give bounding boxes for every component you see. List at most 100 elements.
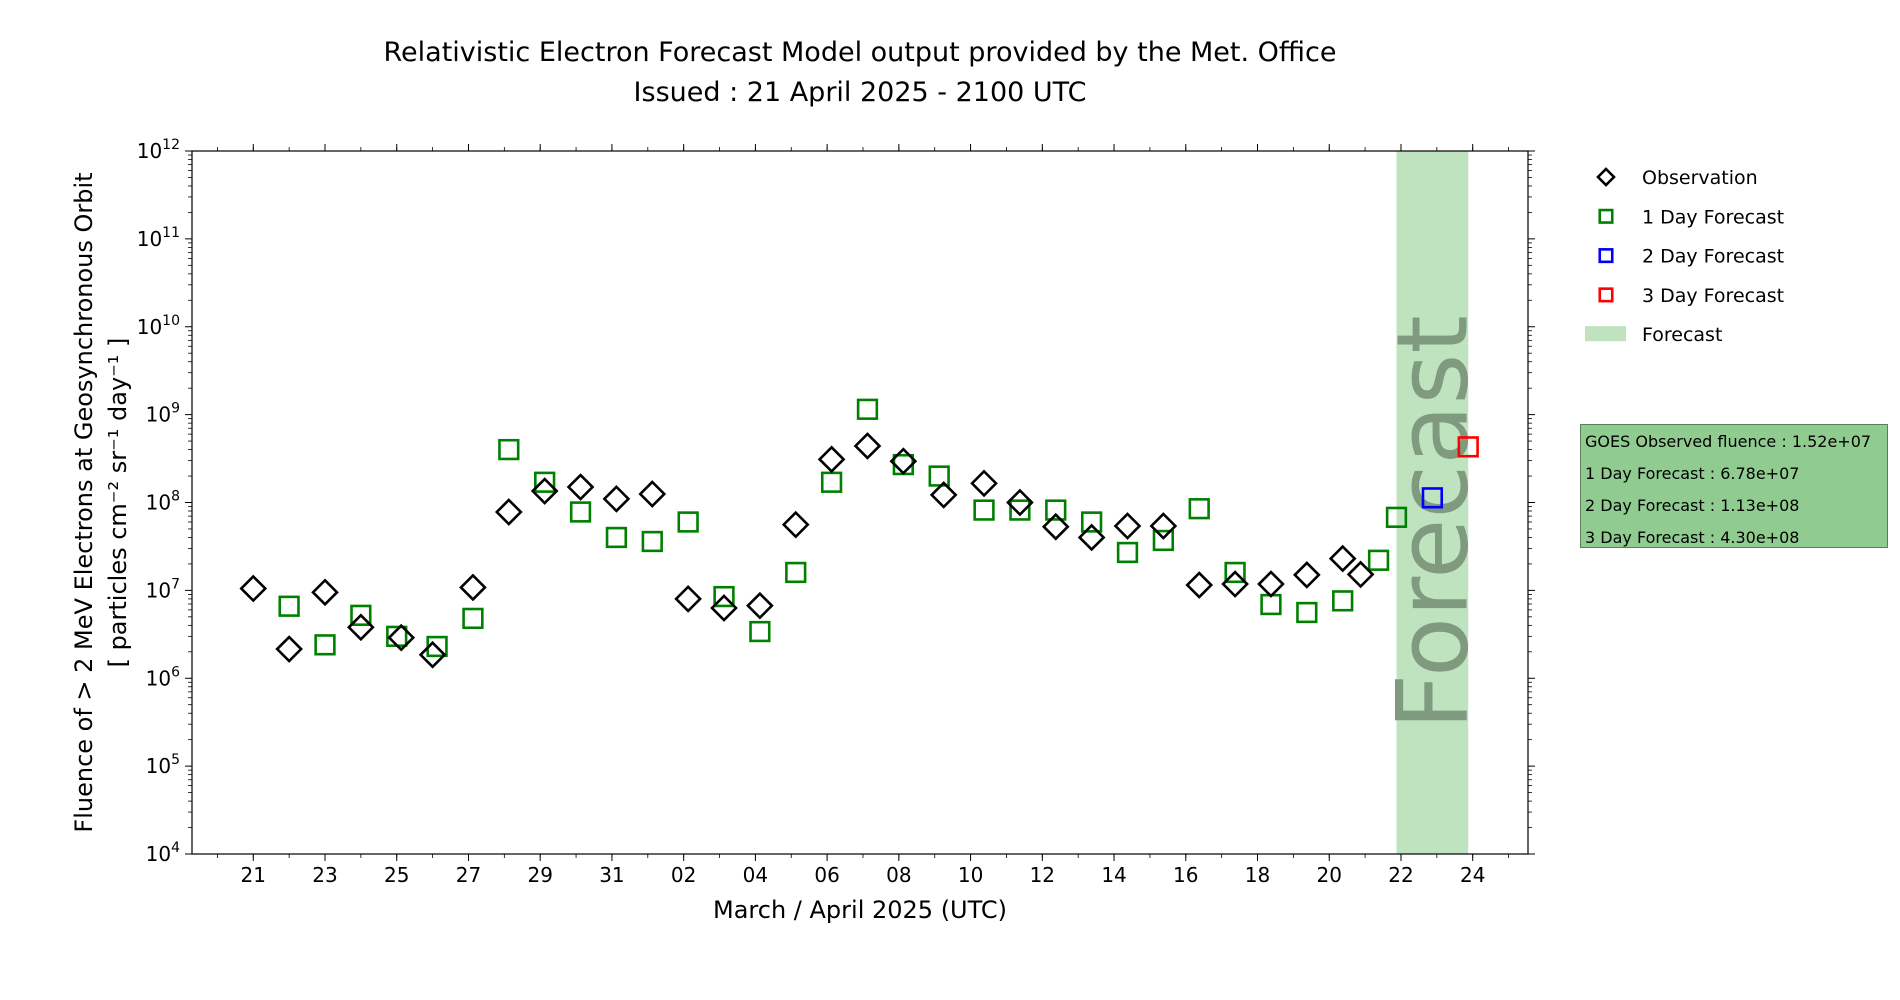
1-day-forecast-point	[713, 585, 735, 608]
x-tick-label: 27	[456, 863, 481, 887]
y-tick-label: 1010	[137, 313, 180, 339]
1-day-forecast-point	[498, 438, 520, 461]
legend-1-day-forecast-marker	[1598, 208, 1614, 224]
x-tick-label: 22	[1388, 863, 1413, 887]
1-day-forecast-point	[928, 465, 950, 487]
legend-observation-marker	[1596, 167, 1616, 187]
observation-point	[638, 480, 667, 508]
1-day-forecast-point	[605, 526, 628, 549]
observation-point	[494, 498, 523, 526]
1-day-forecast-point	[973, 499, 995, 521]
observation-point	[929, 481, 958, 509]
1-day-forecast-point	[569, 501, 592, 523]
x-tick-label: 06	[814, 863, 839, 887]
y-tick-label: 1012	[137, 137, 180, 163]
1-day-forecast-point	[856, 398, 879, 420]
legend-observation-label: Observation	[1642, 167, 1758, 189]
1-day-forecast-point	[641, 530, 663, 553]
y-tick-label: 105	[146, 752, 180, 778]
y-axis-label: Fluence of > 2 MeV Electrons at Geosynch…	[70, 172, 98, 832]
1-day-forecast-point	[1045, 499, 1067, 521]
observation-point	[1006, 488, 1034, 517]
observation-point	[1257, 570, 1285, 598]
1-day-forecast-point	[534, 471, 556, 493]
1-day-forecast-point	[749, 620, 771, 643]
x-tick-label: 16	[1173, 863, 1198, 887]
legend-forecast-label: Forecast	[1642, 324, 1722, 346]
observation-point	[239, 574, 268, 603]
1-day-forecast-point	[462, 607, 484, 630]
x-tick-label: 23	[312, 863, 337, 887]
1-day-forecast-point	[1080, 511, 1103, 533]
3-day-forecast-point	[1457, 436, 1479, 458]
x-tick-label: 14	[1101, 863, 1126, 887]
y-tick-label: 107	[146, 576, 180, 602]
data-markers	[239, 398, 1479, 669]
1-day-forecast-point	[1009, 499, 1031, 521]
observation-point	[1185, 571, 1214, 599]
1-day-forecast-point	[892, 453, 914, 476]
x-tick-label: 21	[241, 863, 266, 887]
1-day-forecast-point	[1260, 593, 1282, 616]
three-day-forecast-text: 3 Day Forecast : 4.30e+08	[1585, 528, 1800, 547]
1-day-forecast-point	[314, 634, 336, 656]
1-day-forecast-point	[820, 471, 843, 493]
x-tick-label: 20	[1317, 863, 1342, 887]
y-tick-label: 104	[146, 840, 180, 866]
x-tick-label: 25	[384, 863, 409, 887]
observation-point	[1346, 560, 1375, 589]
observation-point	[459, 573, 487, 602]
x-tick-label: 02	[671, 863, 696, 887]
observation-point	[1041, 512, 1070, 541]
forecast-band-label: Forecast	[1376, 315, 1490, 730]
1-day-forecast-point	[278, 595, 300, 617]
1-day-forecast-point	[1332, 590, 1354, 612]
observation-point	[530, 477, 559, 505]
x-tick-label: 04	[743, 863, 768, 887]
observed-fluence-text: GOES Observed fluence : 1.52e+07	[1585, 432, 1872, 451]
legend-3-day-forecast-marker	[1598, 287, 1614, 303]
observation-point	[566, 473, 595, 501]
x-tick-label: 29	[527, 863, 552, 887]
observation-point	[710, 594, 738, 622]
observation-point	[781, 510, 810, 539]
1-day-forecast-point	[1152, 529, 1175, 552]
observation-point	[674, 585, 702, 613]
1-day-forecast-point	[1116, 541, 1139, 564]
x-tick-label: 08	[886, 863, 911, 887]
legend-2-day-forecast-marker	[1598, 248, 1614, 264]
1-day-forecast-point	[785, 561, 807, 584]
observation-point	[387, 623, 416, 652]
observation-point	[970, 469, 998, 498]
observation-point	[889, 447, 918, 476]
1-day-forecast-point	[1296, 601, 1318, 624]
observation-point	[817, 445, 846, 474]
observation-point	[1113, 512, 1142, 540]
observation-point	[347, 613, 375, 642]
x-tick-label: 18	[1245, 863, 1270, 887]
legend: Observation 1 Day Forecast 2 Day Forecast 3…	[1585, 167, 1784, 346]
1-day-forecast-point	[1385, 506, 1408, 528]
observation-point	[853, 432, 882, 460]
x-tick-label: 10	[958, 863, 983, 887]
chart-title: Relativistic Electron Forecast Model out…	[383, 37, 1337, 68]
observation-point	[602, 485, 631, 513]
y-tick-label: 108	[146, 489, 180, 515]
legend-2-day-forecast-label: 2 Day Forecast	[1642, 246, 1784, 268]
legend-forecast-patch	[1585, 326, 1626, 342]
forecast-band-layer: Forecast	[1376, 151, 1490, 854]
two-day-forecast-text: 2 Day Forecast : 1.13e+08	[1585, 496, 1800, 515]
1-day-forecast-point	[677, 511, 699, 533]
observation-point	[1292, 561, 1321, 589]
2-day-forecast-point	[1421, 487, 1444, 509]
x-tick-label: 12	[1030, 863, 1055, 887]
observation-point	[275, 635, 303, 663]
1-day-forecast-point	[1224, 561, 1246, 584]
x-axis-label: March / April 2025 (UTC)	[713, 896, 1007, 924]
y-tick-label: 106	[146, 664, 180, 690]
1-day-forecast-point	[350, 604, 372, 626]
observation-point	[1221, 570, 1249, 598]
1-day-forecast-point	[1367, 549, 1390, 571]
